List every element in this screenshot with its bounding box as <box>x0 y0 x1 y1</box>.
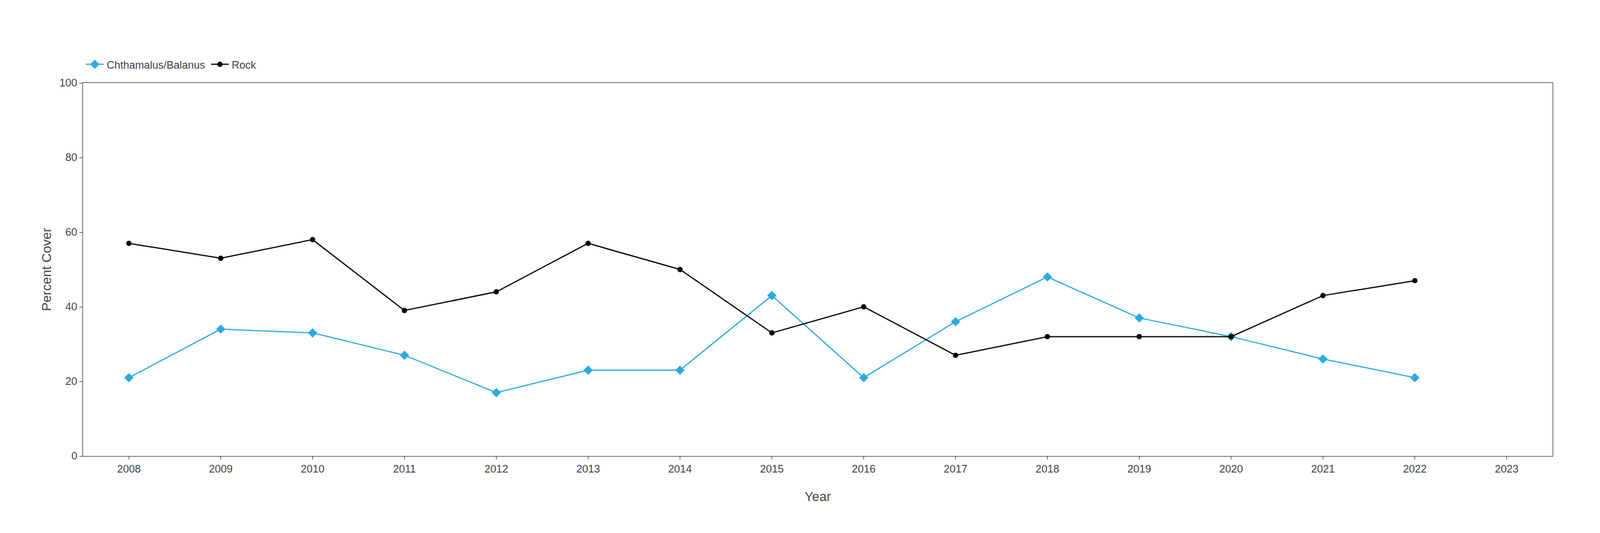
svg-text:2021: 2021 <box>1310 463 1335 476</box>
svg-text:2016: 2016 <box>851 463 876 476</box>
svg-text:40: 40 <box>65 301 78 313</box>
svg-text:2009: 2009 <box>208 463 233 476</box>
svg-text:60: 60 <box>65 226 78 239</box>
svg-text:2015: 2015 <box>759 463 784 476</box>
svg-text:2010: 2010 <box>300 463 325 476</box>
svg-text:2020: 2020 <box>1218 463 1243 476</box>
svg-text:2018: 2018 <box>1035 463 1059 476</box>
svg-text:2023: 2023 <box>1494 463 1519 476</box>
svg-text:2008: 2008 <box>116 463 141 476</box>
svg-text:0: 0 <box>71 450 78 463</box>
svg-text:2014: 2014 <box>667 463 692 476</box>
svg-text:Chthamalus/Balanus: Chthamalus/Balanus <box>106 59 206 72</box>
svg-text:80: 80 <box>65 151 78 164</box>
svg-text:2022: 2022 <box>1402 463 1427 476</box>
svg-text:20: 20 <box>65 375 78 388</box>
svg-text:2017: 2017 <box>943 463 968 476</box>
svg-text:Percent Cover: Percent Cover <box>39 228 54 312</box>
svg-text:Rock: Rock <box>231 59 257 72</box>
svg-text:2019: 2019 <box>1127 463 1151 476</box>
svg-text:Year: Year <box>804 489 831 505</box>
svg-text:2012: 2012 <box>484 463 508 476</box>
svg-text:2013: 2013 <box>576 463 600 476</box>
svg-text:100: 100 <box>59 77 78 89</box>
svg-text:2011: 2011 <box>392 463 416 476</box>
